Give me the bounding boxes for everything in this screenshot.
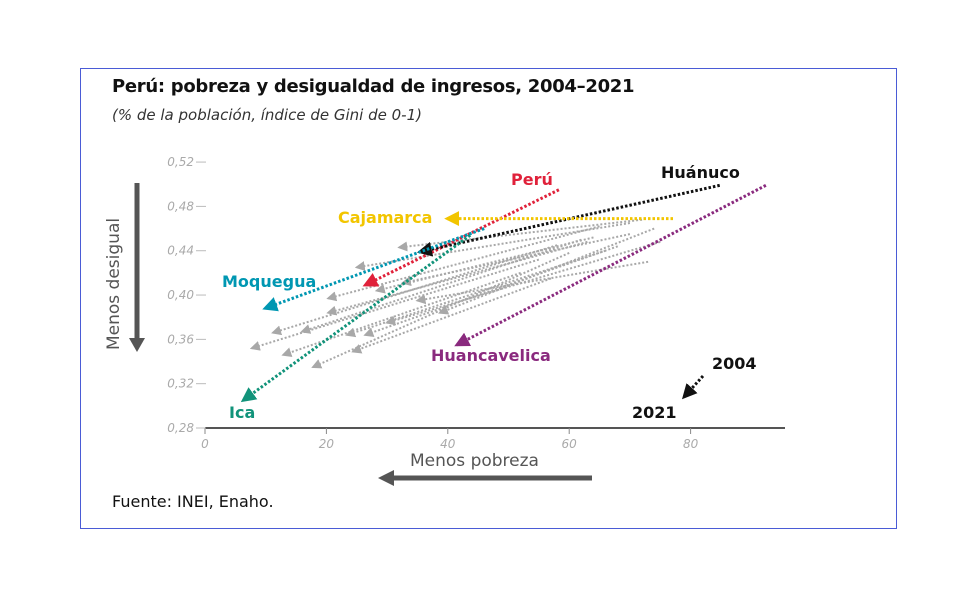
y-tick-label: 0,36 (167, 332, 194, 346)
arrow-huánuco (416, 183, 721, 257)
arrow-huancavelica (454, 184, 767, 347)
region-arrow (351, 277, 552, 354)
region-arrow (326, 225, 600, 302)
arrow-ica (240, 233, 472, 403)
region-arrow (374, 236, 594, 294)
y-tick-label: 0,32 (167, 377, 194, 391)
chart-subtitle: (% de la población, índice de Gini de 0-… (112, 106, 422, 124)
chart-title: Perú: pobreza y desigualdad de ingresos,… (112, 76, 635, 97)
x-tick-label: 0 (201, 437, 209, 451)
region-arrow (397, 218, 643, 252)
y-axis-label: Menos desigual (104, 217, 124, 350)
x-tick-label: 20 (319, 437, 335, 451)
label-ica: Ica (229, 403, 256, 422)
y-direction-arrowhead (129, 338, 145, 352)
label-peru: Perú (511, 170, 553, 189)
x-axis-label: Menos pobreza (410, 451, 539, 471)
region-arrow (415, 260, 649, 305)
y-tick-label: 0,44 (167, 244, 194, 258)
region-arrow (385, 240, 661, 326)
label-cajamarca: Cajamarca (338, 208, 433, 227)
legend-arrow (681, 374, 705, 400)
arrow-moquegua (262, 227, 485, 312)
label-moquegua: Moquegua (222, 272, 317, 291)
y-tick-label: 0,40 (167, 288, 194, 302)
y-tick-label: 0,28 (167, 421, 194, 435)
region-arrow (326, 240, 588, 316)
figure-border (80, 68, 897, 529)
region-arrow (345, 249, 606, 338)
label-huanuco: Huánuco (661, 163, 740, 182)
x-tick-label: 60 (562, 437, 578, 451)
x-tick-label: 80 (683, 437, 699, 451)
label-huancavelica: Huancavelica (431, 346, 551, 365)
x-tick-label: 40 (440, 437, 456, 451)
legend-2021: 2021 (632, 403, 677, 422)
y-tick-label: 0,52 (167, 155, 194, 169)
x-direction-arrowhead (378, 470, 394, 486)
source-note: Fuente: INEI, Enaho. (112, 492, 274, 511)
y-tick-label: 0,48 (167, 199, 194, 213)
legend-2004: 2004 (712, 354, 757, 373)
region-arrow (271, 244, 558, 336)
region-arrow (363, 245, 619, 337)
